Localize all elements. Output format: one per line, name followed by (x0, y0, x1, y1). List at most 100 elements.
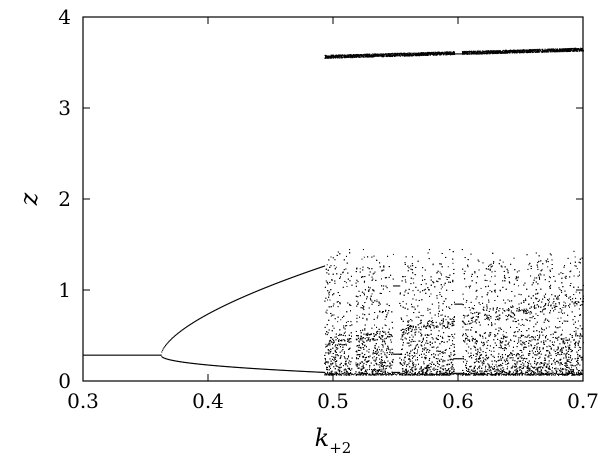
data-point (440, 288, 442, 290)
data-point (352, 57, 354, 59)
data-point (439, 271, 441, 273)
data-point (481, 361, 483, 363)
data-point (451, 53, 453, 55)
data-point (136, 354, 138, 356)
data-point (326, 264, 328, 266)
data-point (536, 354, 538, 356)
data-point (571, 48, 573, 50)
data-point (511, 50, 513, 52)
data-point (257, 368, 259, 370)
data-point (237, 298, 239, 301)
data-point (93, 354, 95, 356)
data-point (357, 56, 359, 58)
data-point (577, 50, 579, 52)
data-point (117, 354, 119, 356)
data-point (353, 55, 355, 57)
data-point (474, 53, 476, 55)
data-point (357, 54, 359, 56)
data-point (289, 277, 291, 279)
data-point (472, 52, 474, 54)
data-point (244, 295, 246, 297)
data-point (480, 53, 482, 55)
data-point (507, 50, 509, 52)
data-point (360, 54, 362, 56)
data-point (345, 55, 347, 57)
data-point (337, 337, 339, 339)
data-point (546, 50, 548, 52)
data-point (519, 51, 521, 53)
data-point (189, 324, 191, 326)
data-point (346, 55, 348, 57)
data-point (310, 371, 312, 373)
data-point (179, 331, 181, 333)
data-point (365, 364, 367, 366)
data-point (374, 53, 376, 55)
data-point (270, 369, 272, 371)
data-point (497, 50, 499, 52)
data-point (482, 51, 484, 53)
data-point (543, 360, 545, 361)
data-point (334, 56, 336, 58)
data-point (98, 354, 100, 356)
data-point (513, 49, 515, 51)
data-point (387, 53, 389, 55)
data-point (442, 54, 444, 56)
data-point (213, 364, 215, 367)
data-point (191, 322, 193, 325)
data-point (118, 354, 120, 356)
data-point (443, 51, 445, 53)
data-point (387, 54, 389, 56)
data-point (86, 354, 88, 356)
data-point (514, 50, 516, 52)
data-point (520, 50, 522, 52)
data-point (415, 53, 417, 55)
data-point (312, 371, 314, 373)
data-point (125, 354, 127, 356)
data-point (516, 52, 518, 54)
data-point (558, 51, 560, 53)
data-point (289, 370, 291, 372)
data-point (237, 366, 239, 369)
data-point (413, 54, 415, 56)
data-point (553, 51, 555, 53)
data-point (337, 57, 339, 59)
data-point (237, 366, 239, 368)
data-point (187, 362, 189, 364)
data-point (260, 289, 262, 291)
data-point (521, 323, 523, 325)
data-point (430, 54, 432, 56)
data-point (193, 363, 195, 365)
data-point (243, 367, 245, 369)
data-point (264, 368, 266, 370)
data-point (580, 48, 582, 50)
data-point (155, 354, 157, 356)
data-point (347, 56, 349, 58)
data-point (503, 52, 505, 54)
data-point (446, 51, 448, 53)
data-point (394, 54, 396, 56)
data-point (468, 373, 470, 375)
data-point (252, 292, 254, 294)
data-point (302, 273, 304, 275)
data-point (309, 270, 311, 272)
data-point (453, 52, 455, 54)
data-point (341, 54, 343, 56)
data-point (267, 368, 269, 370)
data-point (466, 52, 468, 54)
data-point (364, 54, 366, 56)
data-point (264, 368, 266, 370)
data-point (273, 283, 275, 286)
data-point (546, 51, 548, 53)
data-point (557, 346, 559, 348)
data-point (387, 53, 389, 55)
data-point (231, 301, 233, 303)
data-point (325, 343, 327, 345)
data-point (318, 371, 320, 373)
data-point (95, 354, 97, 356)
data-point (240, 297, 242, 299)
data-point (309, 371, 311, 373)
data-point (342, 57, 344, 58)
data-point (328, 57, 330, 59)
data-point (447, 51, 449, 53)
data-point (247, 367, 249, 369)
